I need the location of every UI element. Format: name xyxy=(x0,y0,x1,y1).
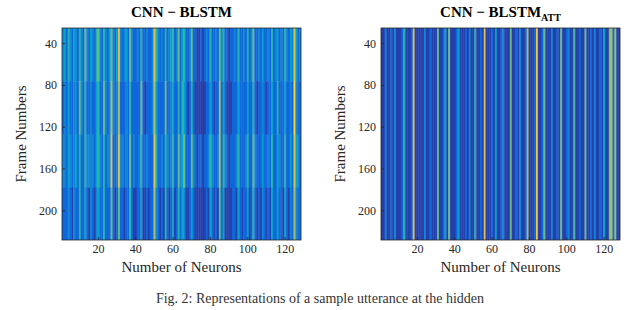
y-axis-label: Frame Numbers xyxy=(13,85,29,182)
y-tick-label: 200 xyxy=(39,204,57,218)
title-main: CNN − BLSTM xyxy=(440,4,541,20)
x-tick xyxy=(173,237,174,240)
y-tick xyxy=(62,210,65,211)
y-tick-label: 160 xyxy=(39,162,57,176)
y-axis-label: Frame Numbers xyxy=(332,85,348,182)
y-tick xyxy=(381,43,384,44)
y-tick-label: 80 xyxy=(364,78,376,92)
x-tick-label: 100 xyxy=(558,242,576,256)
x-tick-label: 60 xyxy=(486,242,498,256)
figure: 20 40 60 80 100 120 40 80 120 160 200 Number of Neu… xyxy=(0,0,640,310)
x-axis-label: Number of Neurons xyxy=(122,259,242,275)
x-tick xyxy=(566,237,567,240)
x-tick-label: 40 xyxy=(130,242,142,256)
y-tick-label: 160 xyxy=(358,162,376,176)
x-tick xyxy=(604,237,605,240)
frame xyxy=(381,28,620,240)
x-tick xyxy=(285,237,286,240)
y-tick xyxy=(381,168,384,169)
x-tick-label: 80 xyxy=(523,242,535,256)
y-tick xyxy=(381,210,384,211)
title-main: CNN − BLSTM xyxy=(131,4,232,20)
x-tick xyxy=(417,237,418,240)
y-tick xyxy=(62,85,65,86)
y-tick-label: 40 xyxy=(45,37,57,51)
y-tick xyxy=(62,168,65,169)
x-tick xyxy=(135,237,136,240)
y-tick xyxy=(381,85,384,86)
y-tick-label: 120 xyxy=(39,120,57,134)
cells xyxy=(62,28,301,240)
x-tick-label: 120 xyxy=(595,242,613,256)
x-tick-label: 80 xyxy=(204,242,216,256)
x-tick-label: 20 xyxy=(92,242,104,256)
x-tick-label: 40 xyxy=(449,242,461,256)
x-tick-label: 20 xyxy=(411,242,423,256)
y-tick xyxy=(62,127,65,128)
y-tick xyxy=(381,127,384,128)
x-tick xyxy=(210,237,211,240)
x-tick xyxy=(247,237,248,240)
title: CNN − BLSTMATT xyxy=(440,4,561,23)
x-tick-label: 100 xyxy=(239,242,257,256)
y-tick-label: 40 xyxy=(364,37,376,51)
y-tick xyxy=(62,43,65,44)
frame xyxy=(62,28,301,240)
x-tick xyxy=(529,237,530,240)
cells xyxy=(381,28,620,240)
x-tick-label: 120 xyxy=(276,242,294,256)
x-tick-label: 60 xyxy=(167,242,179,256)
x-tick xyxy=(492,237,493,240)
title-subscript: ATT xyxy=(541,12,561,23)
y-tick-label: 200 xyxy=(358,204,376,218)
x-axis-label: Number of Neurons xyxy=(441,259,561,275)
x-tick xyxy=(98,237,99,240)
y-tick-label: 80 xyxy=(45,78,57,92)
caption: Fig. 2: Representations of a sample utte… xyxy=(156,291,484,306)
title: CNN − BLSTM xyxy=(131,4,232,20)
y-tick-label: 120 xyxy=(358,120,376,134)
x-tick xyxy=(454,237,455,240)
